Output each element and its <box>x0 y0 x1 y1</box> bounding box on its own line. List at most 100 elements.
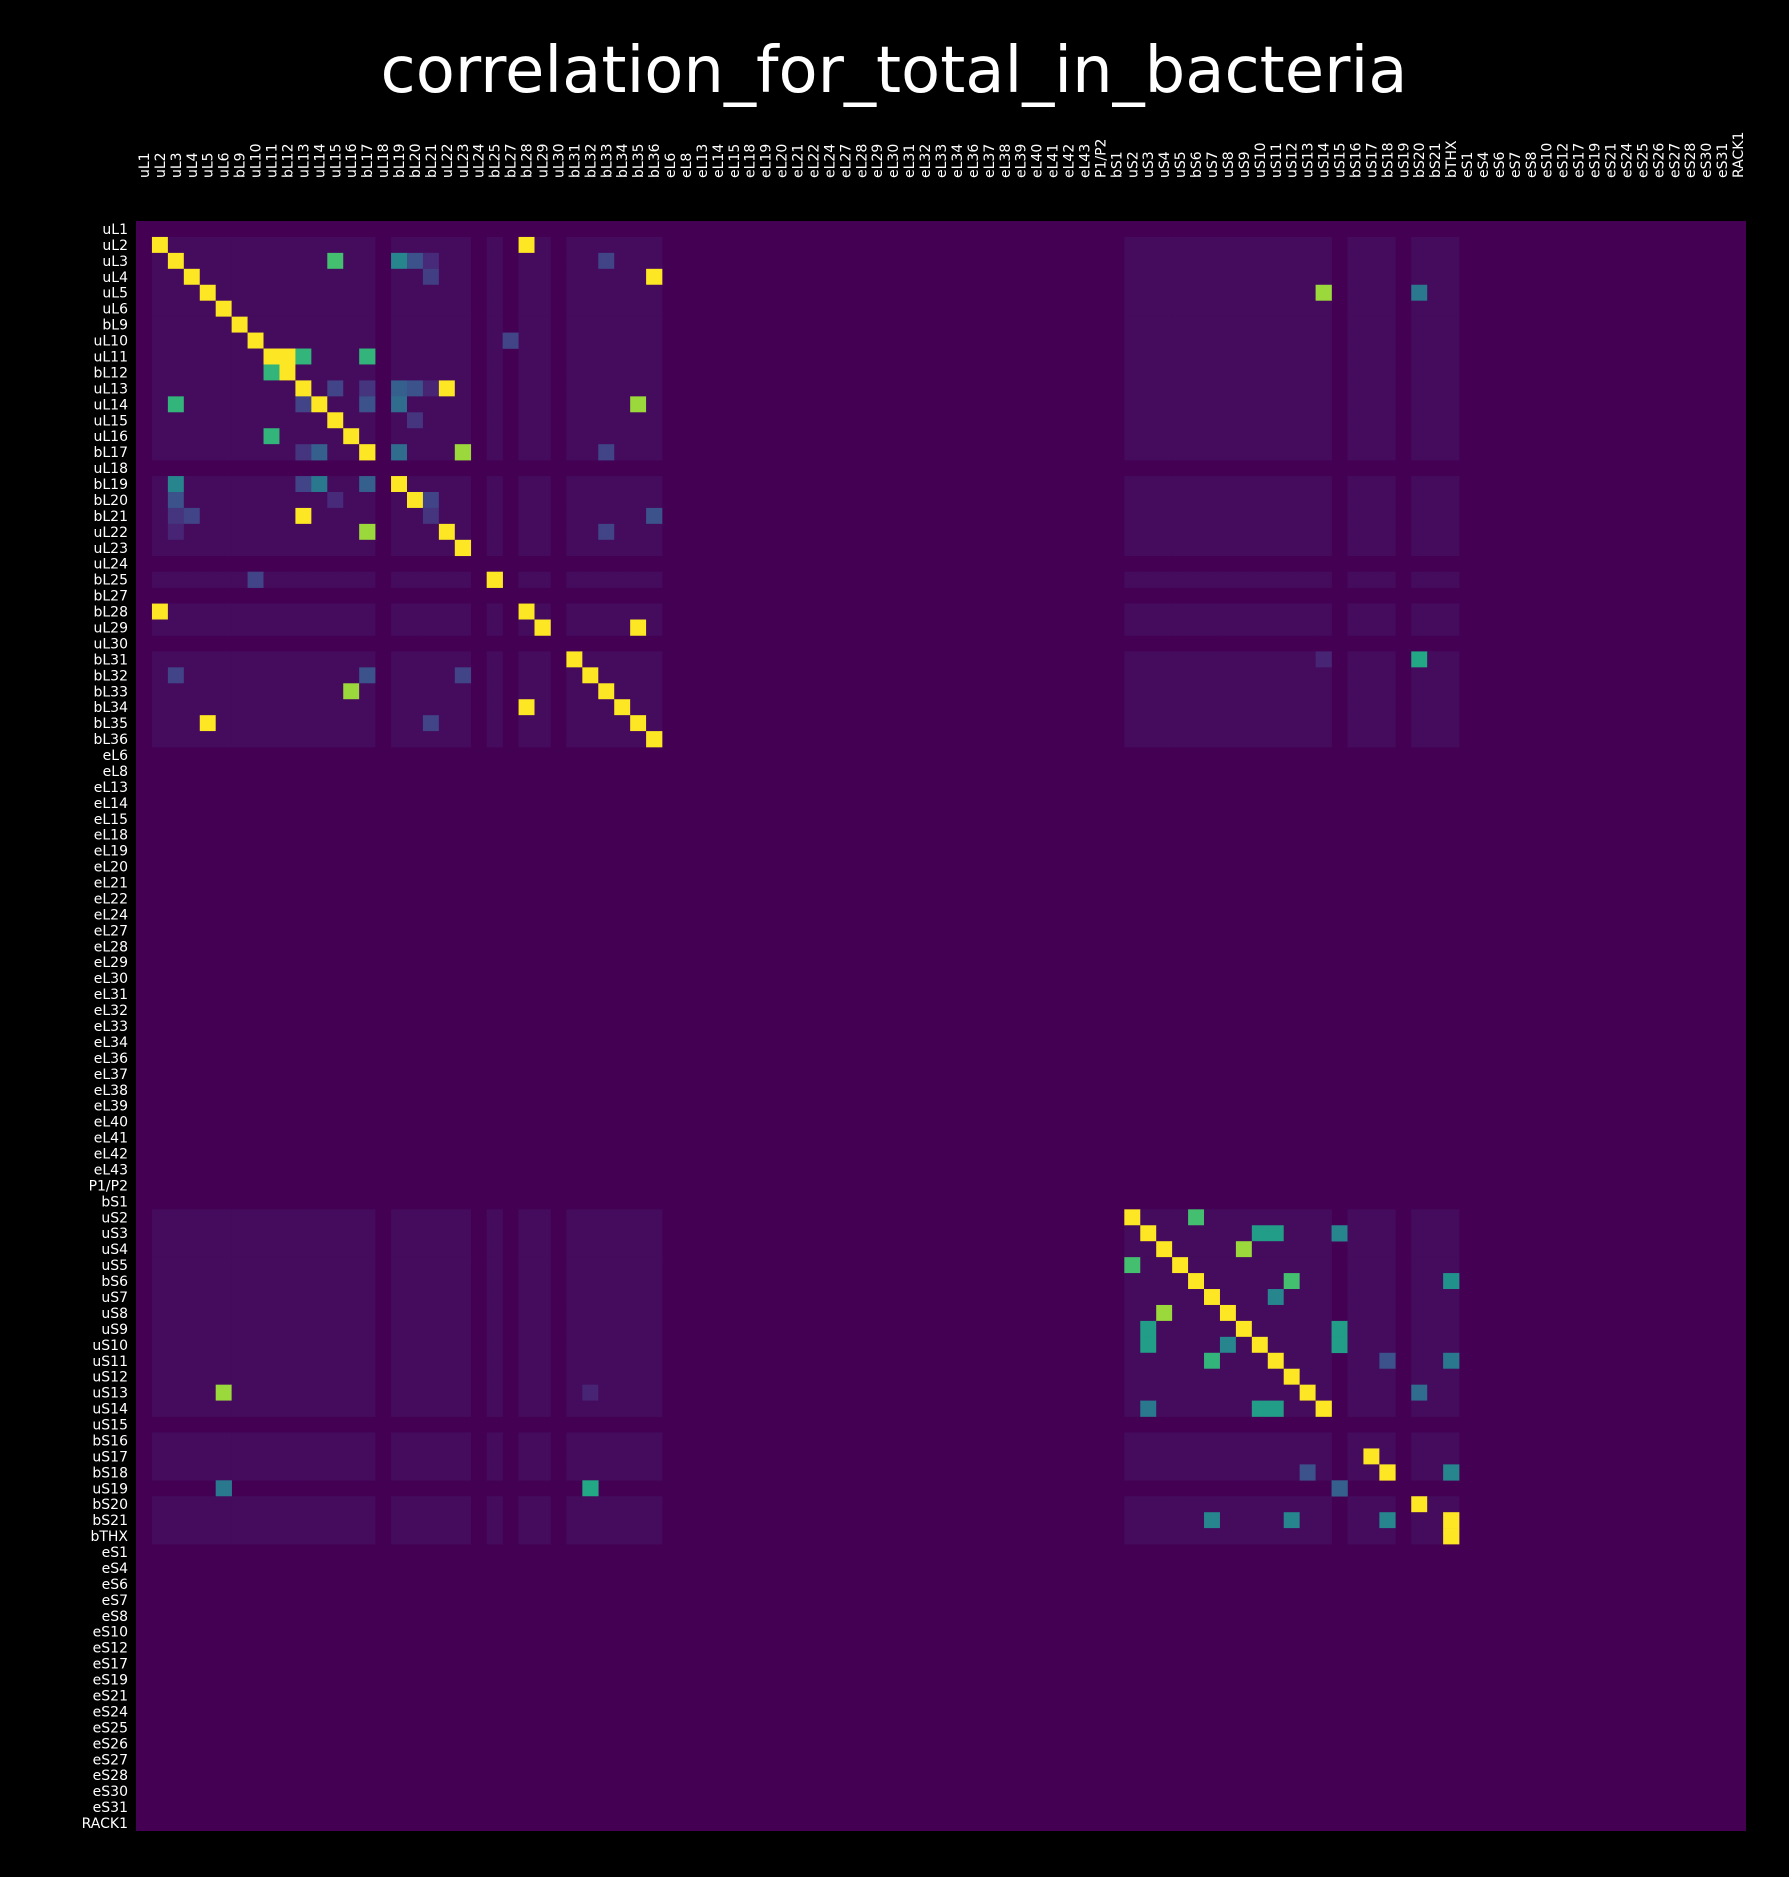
heatmap-cell <box>247 1464 264 1481</box>
heatmap-cell <box>295 667 312 684</box>
heatmap-cell <box>391 1352 408 1370</box>
heatmap-cell <box>1140 731 1157 748</box>
y-tick-label: bL33 <box>93 684 128 700</box>
heatmap-cell <box>518 1241 535 1258</box>
heatmap-cell <box>566 491 583 509</box>
heatmap-cell <box>646 507 663 525</box>
heatmap-cell <box>486 1336 503 1354</box>
heatmap-cell <box>438 236 456 254</box>
heatmap-cell <box>1379 316 1396 333</box>
heatmap-cell <box>1363 715 1380 732</box>
heatmap-cell <box>1156 396 1173 413</box>
heatmap-cell <box>614 348 631 365</box>
x-tick-label: bS1 <box>1109 151 1125 178</box>
heatmap-cell <box>518 1464 535 1481</box>
heatmap-cell <box>295 396 312 413</box>
heatmap-cell <box>422 396 440 413</box>
heatmap-cell <box>1299 1432 1316 1449</box>
heatmap-cell <box>1299 284 1316 301</box>
heatmap-cell <box>422 491 440 509</box>
heatmap-cell <box>1315 252 1332 270</box>
heatmap-cell <box>295 619 312 636</box>
x-tick-label: bS6 <box>1189 151 1205 178</box>
heatmap-cell <box>391 380 408 397</box>
heatmap-cell <box>167 236 185 254</box>
heatmap-cell <box>406 1336 424 1354</box>
heatmap-cell <box>231 1464 248 1481</box>
heatmap-cell <box>518 412 535 429</box>
heatmap-cell <box>391 699 408 716</box>
heatmap-cell <box>151 1209 169 1226</box>
heatmap-cell <box>1204 571 1221 588</box>
heatmap-cell <box>183 364 201 381</box>
heatmap-cell <box>1204 412 1221 429</box>
heatmap-cell <box>391 715 408 732</box>
heatmap-cell <box>438 364 456 381</box>
heatmap-cell <box>1188 1304 1205 1322</box>
heatmap-cell <box>1235 316 1253 333</box>
heatmap-cell <box>327 1257 344 1274</box>
y-tick-label: eL6 <box>103 748 128 764</box>
heatmap-cell <box>1140 699 1157 716</box>
heatmap-cell <box>582 1273 599 1290</box>
heatmap-cell <box>1283 1320 1300 1338</box>
heatmap-cell <box>1219 1512 1237 1529</box>
heatmap-cell <box>486 1209 503 1226</box>
heatmap-cell <box>1363 396 1380 413</box>
heatmap-cell <box>1172 491 1189 509</box>
heatmap-cell <box>247 1241 264 1258</box>
heatmap-cell <box>518 651 535 668</box>
heatmap-cell <box>263 364 280 381</box>
heatmap-cell <box>1251 1432 1269 1449</box>
heatmap-cell <box>1267 284 1285 301</box>
heatmap-cell <box>199 364 216 381</box>
heatmap-cell <box>566 1225 583 1242</box>
heatmap-cell <box>1283 476 1300 493</box>
heatmap-cell <box>167 1320 185 1338</box>
heatmap-cell <box>518 1368 535 1385</box>
heatmap-cell <box>438 1432 456 1449</box>
heatmap-cell <box>582 539 599 557</box>
heatmap-cell <box>1411 380 1428 397</box>
heatmap-cell <box>391 1209 408 1226</box>
y-tick-label: RACK1 <box>82 1816 128 1832</box>
heatmap-cell <box>183 1241 201 1258</box>
heatmap-cell <box>1411 268 1428 286</box>
heatmap-cell <box>1172 1496 1189 1513</box>
heatmap-cell <box>215 1496 232 1513</box>
heatmap-cell <box>167 571 185 588</box>
heatmap-cell <box>359 507 376 525</box>
heatmap-cell <box>1219 1209 1237 1226</box>
heatmap-cell <box>263 683 280 700</box>
heatmap-cell <box>1347 284 1364 301</box>
heatmap-cell <box>1443 1209 1460 1226</box>
heatmap-cell <box>1411 412 1428 429</box>
heatmap-cell <box>598 1384 615 1401</box>
heatmap-cell <box>391 1496 408 1513</box>
x-tick-label: eS10 <box>1540 143 1556 178</box>
heatmap-cell <box>183 332 201 349</box>
heatmap-cell <box>1299 603 1316 620</box>
heatmap-cell <box>614 444 631 461</box>
heatmap-cell <box>1124 539 1141 557</box>
heatmap-cell <box>247 348 264 365</box>
heatmap-cell <box>1315 1448 1332 1465</box>
heatmap-cell <box>1411 396 1428 413</box>
heatmap-cell <box>199 1241 216 1258</box>
heatmap-cell <box>295 1225 312 1242</box>
heatmap-cell <box>534 523 551 541</box>
heatmap-cell <box>1379 715 1396 732</box>
heatmap-cell <box>566 603 583 620</box>
x-tick-label: eS19 <box>1588 143 1604 178</box>
heatmap-cell <box>646 1225 663 1242</box>
heatmap-cell <box>518 444 535 461</box>
heatmap-cell <box>1188 1352 1205 1370</box>
y-tick-label: eL43 <box>94 1162 128 1178</box>
heatmap-cell <box>391 252 408 270</box>
heatmap-cell <box>1315 396 1332 413</box>
heatmap-cell <box>279 364 296 381</box>
heatmap-cell <box>1140 1448 1157 1465</box>
heatmap-cell <box>1283 523 1300 541</box>
heatmap-cell <box>1124 1368 1141 1385</box>
heatmap-cell <box>1251 1512 1269 1529</box>
